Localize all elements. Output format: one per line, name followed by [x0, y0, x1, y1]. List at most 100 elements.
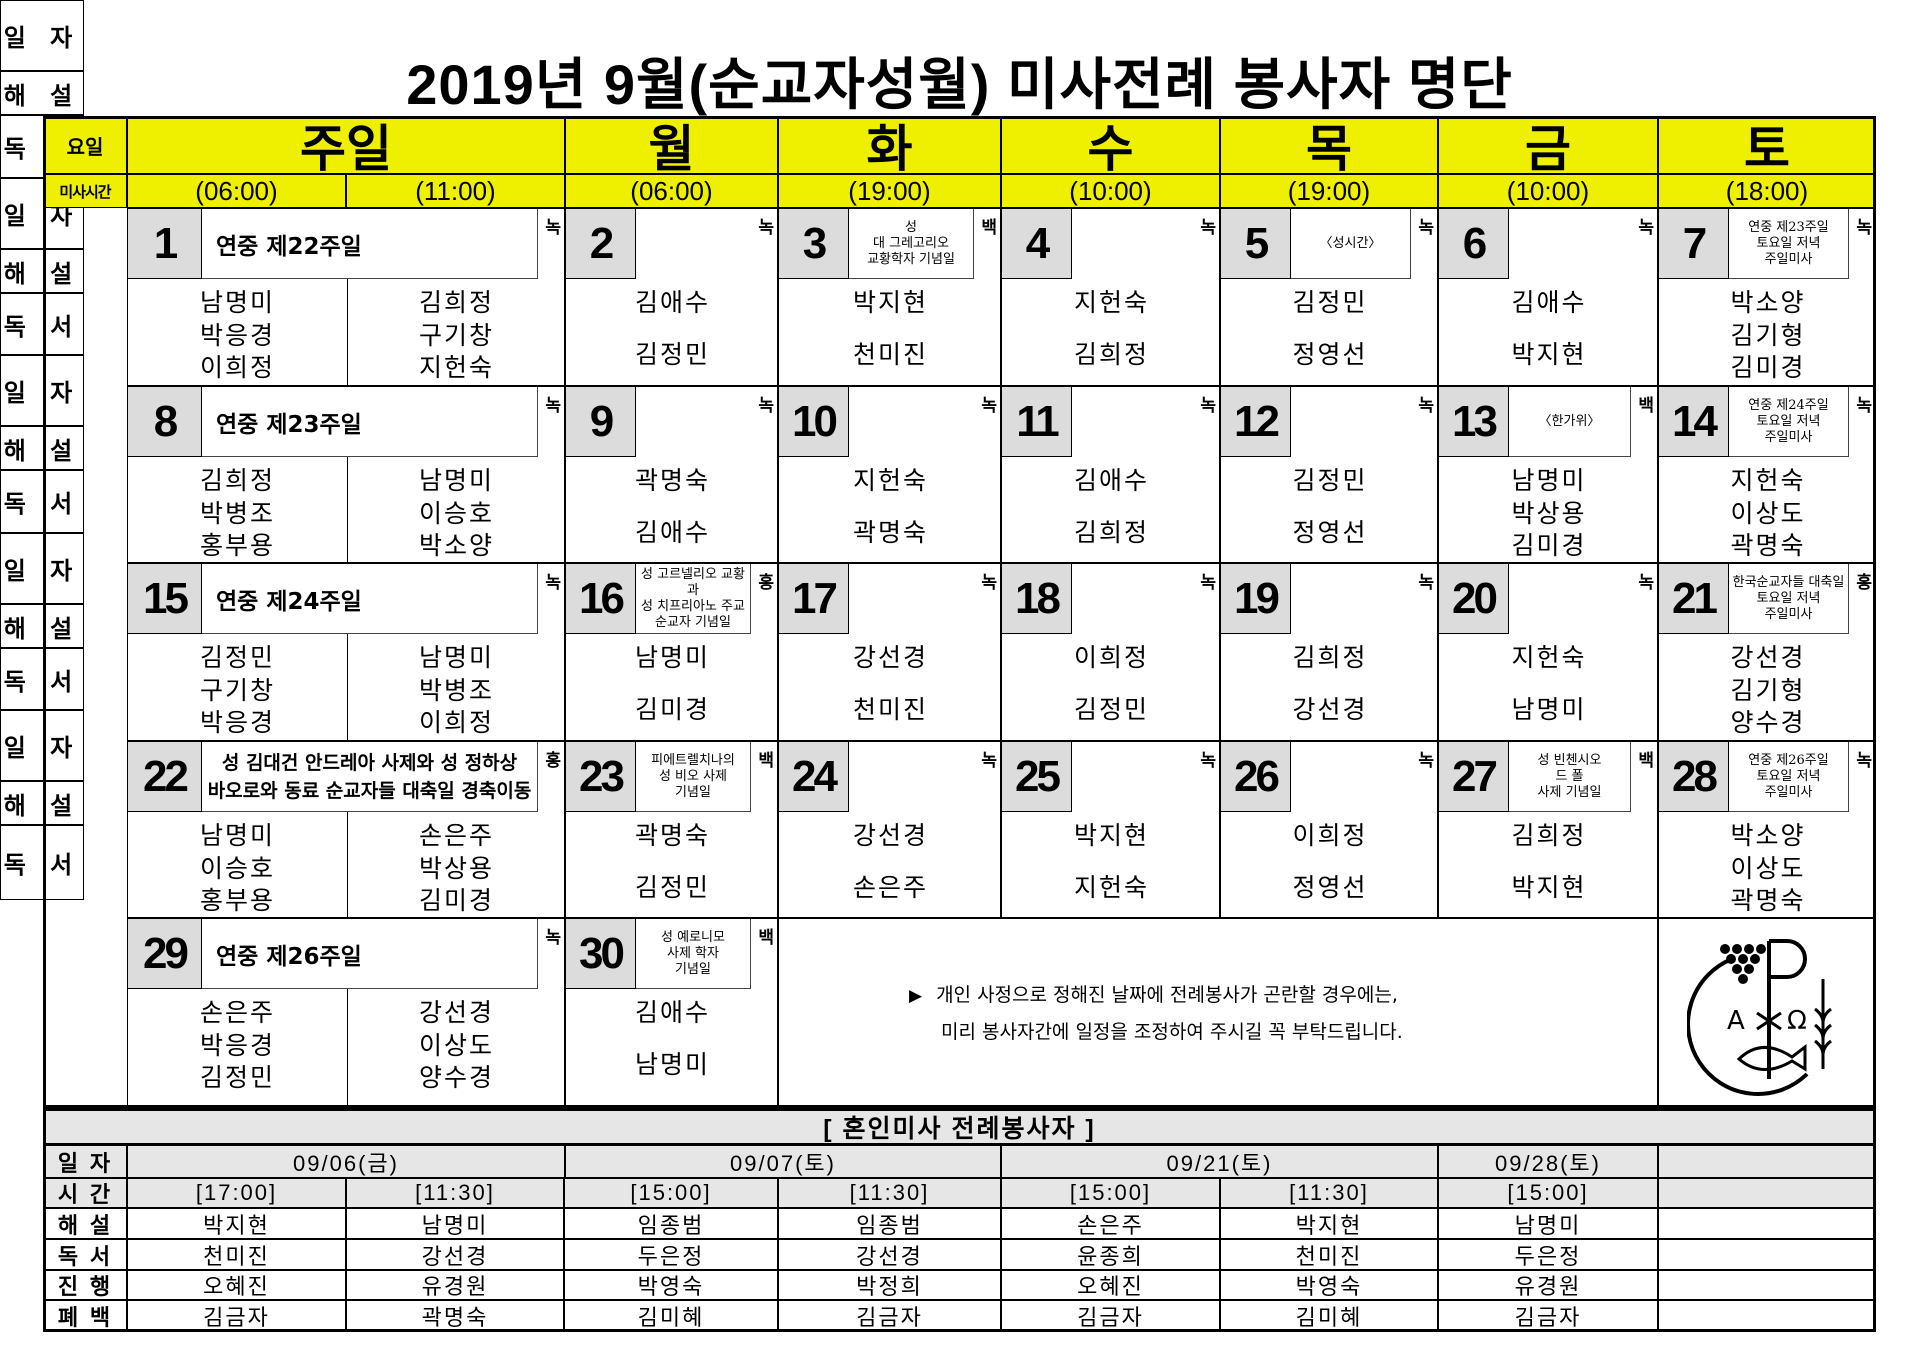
wedding-date: 09/21(토): [1001, 1145, 1438, 1178]
wedding-name: 박정희: [778, 1270, 1001, 1300]
wedding-name: 천미진: [1220, 1239, 1438, 1270]
commentator-name: 박소양: [1730, 821, 1806, 850]
day-number: 8: [128, 387, 202, 457]
wedding-name: 강선경: [346, 1239, 564, 1270]
mass-time: (10:00): [1001, 174, 1220, 208]
reader-name: 강선경: [1292, 695, 1368, 724]
row-label-reading: 독 서: [0, 293, 84, 355]
commentator-name: 김애수: [634, 288, 710, 317]
reader-name: 김정민: [634, 873, 710, 902]
day-number: 20: [1439, 564, 1509, 634]
mass-time: (06:00): [565, 174, 778, 208]
reader-name: 구기창: [199, 676, 275, 705]
commentator-name: 김희정: [1292, 643, 1368, 672]
day-cell: 10 녹 지헌숙 곽명숙: [778, 386, 1001, 563]
liturgical-color-label: 녹: [1200, 573, 1216, 593]
reader-name: 정영선: [1292, 518, 1368, 547]
commentator-name: 강선경: [852, 821, 928, 850]
wedding-name: 김금자: [127, 1300, 346, 1332]
liturgical-note: 성 고르넬리오 교황과 성 치프리아노 주교 순교자 기념일: [636, 564, 751, 634]
wedding-name: 남명미: [1438, 1208, 1658, 1239]
liturgical-color-label: 녹: [1200, 751, 1216, 771]
row-label-commentary: 해 설: [0, 604, 84, 648]
day-number: 21: [1659, 564, 1729, 634]
reader-name: 김미경: [1511, 531, 1587, 560]
reader-name: 박상용: [1511, 499, 1587, 528]
commentator-name: 손은주: [199, 998, 275, 1027]
reader-name: 박소양: [418, 531, 494, 560]
reader-name: 천미진: [852, 695, 928, 724]
svg-text:Ω: Ω: [1787, 1006, 1807, 1036]
commentator-name: 강선경: [852, 643, 928, 672]
reader-name: 박응경: [199, 321, 275, 350]
reader-name: 박응경: [199, 708, 275, 737]
day-cell: 15 연중 제24주일 녹 김정민 구기창 박응경 남명미 박병조 이희정: [127, 563, 565, 741]
liturgical-note: 연중 제23주일: [202, 387, 538, 457]
commentator-name: 곽명숙: [634, 821, 710, 850]
day-cell: 7 연중 제23주일 토요일 저녁 주일미사 녹 박소양 김기형 김미경: [1658, 208, 1876, 386]
wedding-empty: [1658, 1208, 1876, 1239]
wedding-name: 곽명숙: [346, 1300, 564, 1332]
wedding-name: 남명미: [346, 1208, 564, 1239]
mass-time: (19:00): [778, 174, 1001, 208]
reader-name: 이희정: [418, 708, 494, 737]
commentator-name: 강선경: [418, 998, 494, 1027]
weekday-header-label: 요일: [43, 116, 127, 174]
wedding-time: [11:30]: [1220, 1178, 1438, 1208]
reader-name: 박병조: [418, 676, 494, 705]
day-cell: 1 연중 제22주일 녹 남명미 박응경 이희정 김희정 구기창 지헌숙: [127, 208, 565, 386]
mass-time-header-label: 미사시간: [43, 174, 127, 208]
reader-name: 이상도: [1730, 854, 1806, 883]
liturgical-note: 연중 제24주일: [202, 564, 538, 634]
wedding-name: 김금자: [778, 1300, 1001, 1332]
day-number: 25: [1002, 742, 1072, 812]
liturgical-color-label: 녹: [1418, 751, 1434, 771]
commentator-name: 김애수: [1073, 466, 1149, 495]
notice-box: ▶ 개인 사정으로 정해진 날짜에 전례봉사가 곤란할 경우에는, 미리 봉사자간에…: [778, 918, 1658, 1108]
commentator-name: 김정민: [1292, 288, 1368, 317]
day-number: 5: [1221, 209, 1291, 279]
schedule-table: 요일 미사시간 주일 월 화 수 목 금 토 (06:00) (11:00) (06:00) (19:0…: [0, 0, 1876, 1332]
liturgical-color-label: 홍: [758, 573, 774, 593]
liturgical-color-label: 녹: [545, 218, 561, 238]
weekday-header: 월: [565, 116, 778, 177]
wedding-time: [15:00]: [1001, 1178, 1220, 1208]
wedding-time: [11:30]: [778, 1178, 1001, 1208]
commentator-name: 김희정: [418, 288, 494, 317]
commentator-name: 남명미: [634, 643, 710, 672]
weekday-header: 주일: [127, 116, 565, 177]
liturgical-color-label: 백: [758, 928, 774, 948]
reader-name: 정영선: [1292, 873, 1368, 902]
liturgical-color-label: 녹: [1418, 218, 1434, 238]
reader-name: 지헌숙: [1073, 873, 1149, 902]
liturgical-color-label: 녹: [1638, 573, 1654, 593]
reader-name: 양수경: [1730, 708, 1806, 737]
liturgical-note: 성 대 그레고리오 교황학자 기념일: [849, 209, 974, 279]
day-cell: 18 녹 이희정 김정민: [1001, 563, 1220, 741]
weekday-header: 금: [1438, 116, 1658, 177]
wedding-section-title: [ 혼인미사 전례봉사자 ]: [43, 1108, 1876, 1145]
wedding-name: 박지현: [1220, 1208, 1438, 1239]
day-cell: 12 녹 김정민 정영선: [1220, 386, 1438, 563]
notice-line: 미리 봉사자간에 일정을 조정하여 주시길 꼭 부탁드립니다.: [909, 1014, 1657, 1050]
reader-name: 홍부용: [199, 531, 275, 560]
day-number: 15: [128, 564, 202, 634]
mass-time: (06:00): [127, 174, 346, 208]
wedding-row-label: 폐 백: [43, 1300, 127, 1332]
liturgical-color-label: 녹: [758, 218, 774, 238]
wedding-name: 김금자: [1001, 1300, 1220, 1332]
liturgical-note: 연중 제24주일 토요일 저녁 주일미사: [1729, 387, 1849, 457]
reader-name: 손은주: [852, 873, 928, 902]
liturgical-color-label: 녹: [758, 396, 774, 416]
liturgical-color-label: 홍: [545, 751, 561, 771]
day-cell: 16 성 고르넬리오 교황과 성 치프리아노 주교 순교자 기념일 홍 남명미 김미경: [565, 563, 778, 741]
reader-name: 김기형: [1730, 321, 1806, 350]
liturgical-note: 연중 제22주일: [202, 209, 538, 279]
day-number: 6: [1439, 209, 1509, 279]
commentator-name: 김정민: [1292, 466, 1368, 495]
liturgical-color-label: 녹: [545, 573, 561, 593]
liturgical-note: 한국순교자들 대축일 토요일 저녁 주일미사: [1729, 564, 1849, 634]
day-cell: 17 녹 강선경 천미진: [778, 563, 1001, 741]
